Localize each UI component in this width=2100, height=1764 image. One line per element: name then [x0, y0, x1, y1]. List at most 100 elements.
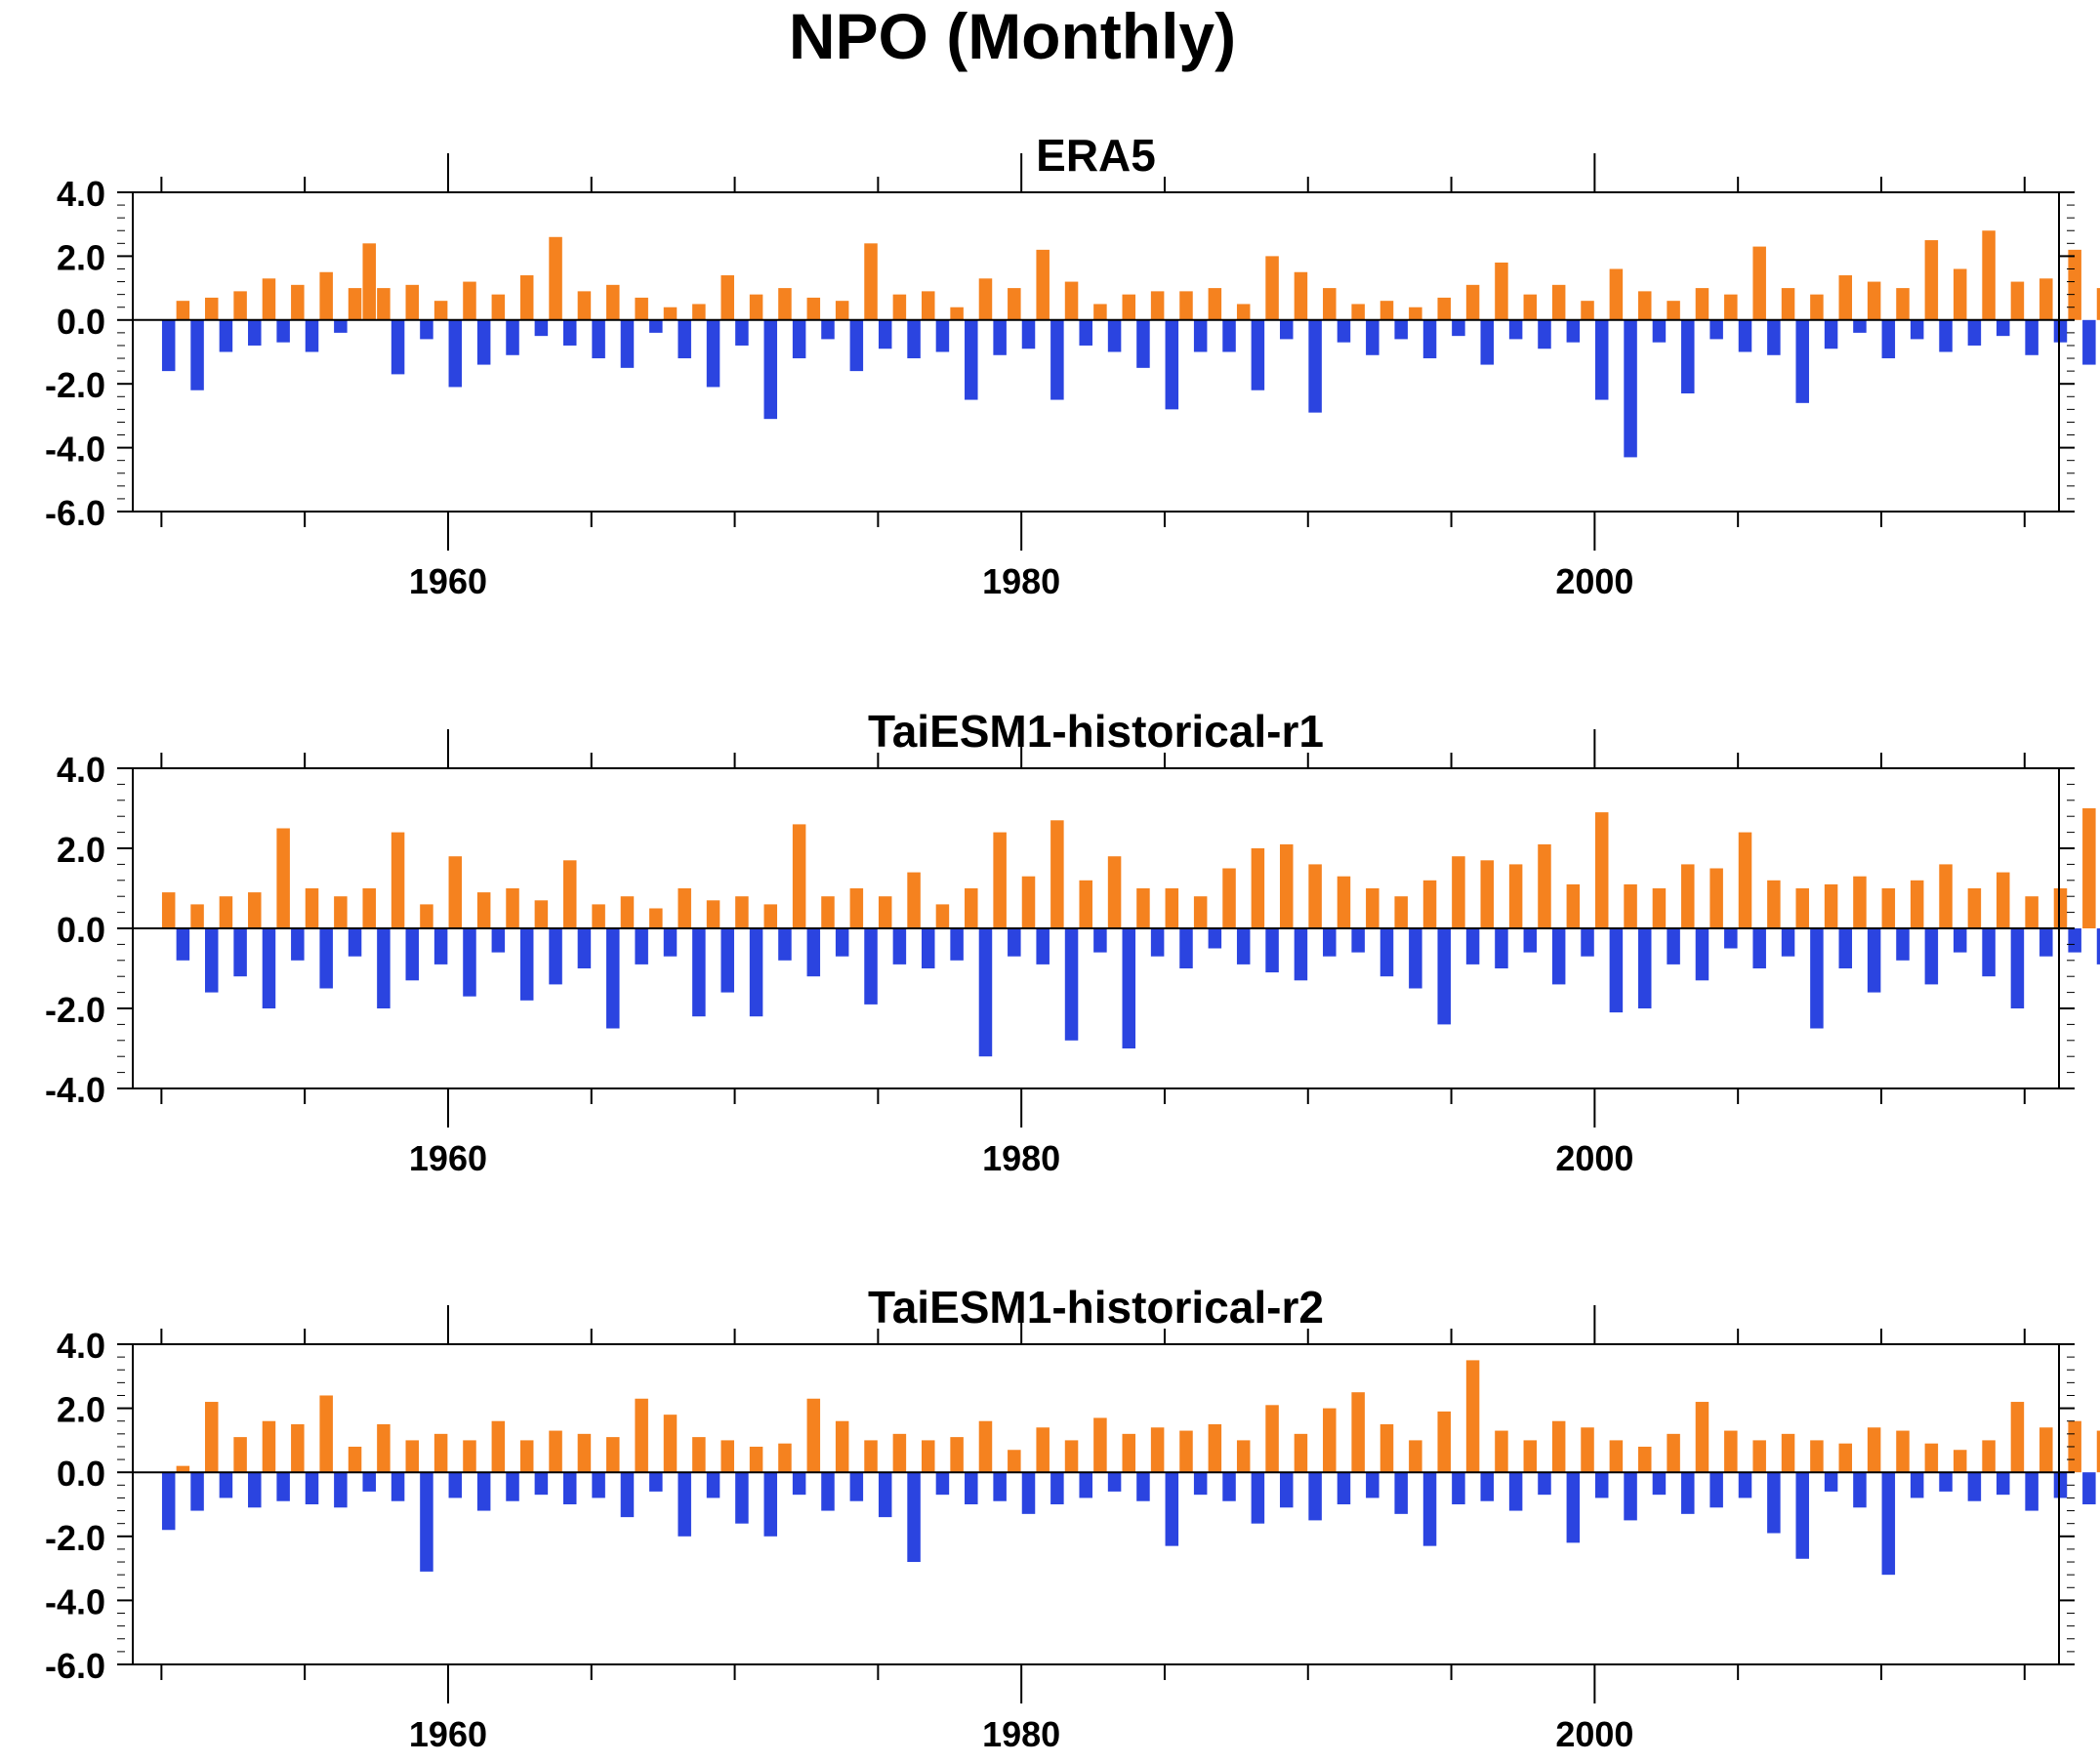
bar-positive [1551, 1420, 1566, 1473]
bar-negative [1681, 319, 1695, 394]
bar-positive [606, 284, 620, 320]
y-tick-label: -2.0 [45, 1518, 105, 1558]
bar-negative [965, 319, 978, 400]
bar-positive [921, 291, 935, 320]
bar-negative [1594, 1472, 1609, 1498]
y-tick-label: -6.0 [45, 1646, 105, 1686]
bar-positive [476, 892, 491, 928]
bar-negative [1465, 928, 1480, 964]
bar-positive [463, 1440, 476, 1473]
bar-negative [377, 928, 391, 1008]
bar-negative [491, 928, 506, 953]
bar-negative [1695, 928, 1709, 981]
bar-negative [319, 928, 333, 989]
bar-negative [1222, 319, 1236, 352]
bar-positive [534, 900, 549, 928]
bar-positive [878, 896, 892, 928]
bar-negative [592, 319, 605, 359]
bar-negative [749, 928, 763, 1017]
bar-positive [921, 1440, 935, 1473]
bar-positive [1953, 1450, 1967, 1473]
bar-positive [950, 307, 964, 320]
bar-positive [463, 281, 476, 320]
bar-negative [1422, 319, 1437, 359]
bar-positive [1422, 880, 1437, 928]
y-tick-label: -4.0 [45, 430, 105, 470]
bar-positive [334, 896, 348, 928]
bar-positive [1810, 294, 1824, 320]
bar-positive [577, 291, 592, 320]
bar-positive [1637, 1446, 1652, 1473]
bar-positive [864, 243, 878, 320]
bar-negative [1853, 1472, 1867, 1508]
bar-negative [176, 928, 190, 961]
bar-negative [1050, 1472, 1064, 1504]
bar-negative [1107, 1472, 1122, 1492]
bar-negative [1294, 928, 1308, 981]
bar-positive [1036, 1427, 1050, 1473]
bar-positive [1323, 288, 1337, 320]
bar-positive [377, 1424, 391, 1473]
bar-positive [806, 1398, 821, 1473]
bar-positive [950, 1437, 964, 1473]
bar-positive [2053, 888, 2068, 928]
bar-negative [1624, 1472, 1637, 1521]
bar-negative [678, 319, 691, 359]
bar-positive [1781, 288, 1795, 320]
bar-positive [1667, 301, 1680, 320]
bar-positive [433, 1433, 448, 1473]
bar-positive [806, 297, 821, 320]
bar-positive [849, 888, 864, 928]
bar-positive [549, 1430, 562, 1473]
bar-positive [706, 900, 721, 928]
bar-negative [161, 319, 176, 372]
bar-negative [1422, 1472, 1437, 1546]
bar-negative [1609, 928, 1624, 1013]
bar-positive [276, 828, 290, 928]
bar-negative [620, 319, 635, 368]
bar-negative [1208, 928, 1222, 949]
bar-positive [692, 304, 706, 320]
bar-positive [1379, 301, 1394, 320]
bar-positive [1165, 888, 1179, 928]
bar-negative [1021, 319, 1036, 349]
bar-negative [219, 319, 233, 352]
bar-positive [190, 904, 204, 928]
bar-positive [778, 288, 792, 320]
y-tick-label: 4.0 [57, 1326, 105, 1366]
bar-negative [1767, 319, 1781, 355]
bar-positive [1867, 281, 1881, 320]
bar-negative [190, 319, 204, 390]
bar-negative [1351, 928, 1365, 953]
bar-positive [1351, 304, 1365, 320]
bar-positive [1910, 880, 1924, 928]
bar-positive [1222, 868, 1236, 928]
bar-positive [692, 1437, 706, 1473]
bar-positive [1409, 307, 1422, 320]
bar-negative [635, 928, 648, 964]
bar-positive [1752, 1440, 1766, 1473]
bar-negative [1881, 1472, 1896, 1576]
bar-positive [978, 1420, 993, 1473]
bar-positive [262, 1420, 276, 1473]
bar-positive [1208, 288, 1222, 320]
bar-positive [1251, 848, 1265, 928]
bar-positive [635, 297, 648, 320]
bar-negative [219, 1472, 233, 1498]
bar-negative [2025, 319, 2038, 355]
bar-positive [1953, 268, 1967, 320]
bar-negative [549, 928, 562, 985]
bar-positive [864, 1440, 878, 1473]
bar-positive [204, 297, 219, 320]
bar-positive [907, 872, 921, 928]
bar-negative [1681, 1472, 1695, 1514]
bar-positive [391, 832, 405, 928]
bar-positive [519, 275, 534, 320]
bar-negative [233, 928, 247, 977]
bar-positive [592, 904, 605, 928]
bar-positive [1523, 294, 1538, 320]
bar-negative [1236, 928, 1251, 964]
bar-positive [1767, 880, 1781, 928]
bar-negative [878, 1472, 892, 1518]
bar-positive [1695, 288, 1709, 320]
